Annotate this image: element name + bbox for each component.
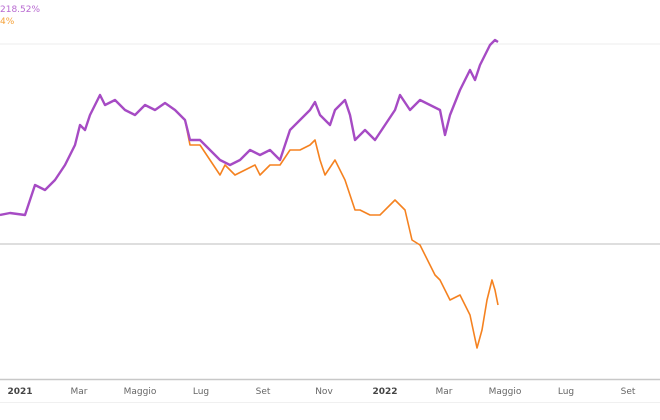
legend-orange-value: 4% <box>0 17 15 27</box>
x-tick-label: Mar <box>71 387 88 397</box>
x-tick-label: Maggio <box>489 387 522 397</box>
x-tick-label: Lug <box>193 387 209 397</box>
series-line-orange <box>0 94 499 349</box>
x-tick-label: 2022 <box>372 387 397 397</box>
x-tick-label: Maggio <box>124 387 157 397</box>
x-tick-label: Mar <box>436 387 453 397</box>
x-tick-label: Lug <box>558 387 574 397</box>
x-tick-label: 2021 <box>7 387 32 397</box>
legend-purple-value: 218.52% <box>0 5 41 15</box>
x-tick-label: Set <box>256 387 271 397</box>
x-tick-label: Set <box>621 387 636 397</box>
x-tick-label: Nov <box>315 387 333 397</box>
series-line-purple <box>0 38 499 217</box>
